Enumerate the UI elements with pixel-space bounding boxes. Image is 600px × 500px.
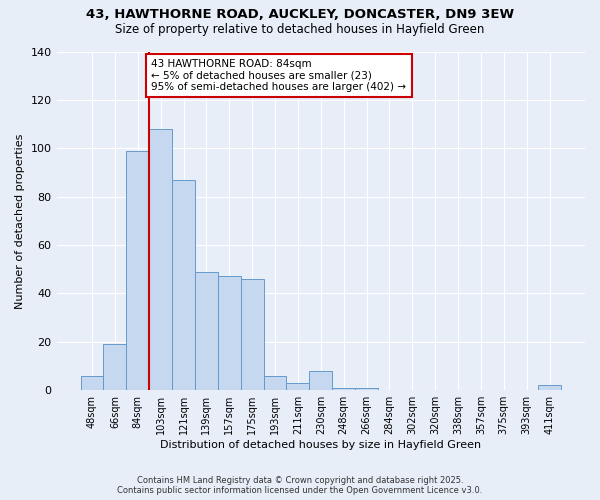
X-axis label: Distribution of detached houses by size in Hayfield Green: Distribution of detached houses by size … — [160, 440, 481, 450]
Bar — [538, 386, 561, 390]
Y-axis label: Number of detached properties: Number of detached properties — [15, 133, 25, 308]
Bar — [172, 180, 195, 390]
Bar — [310, 371, 332, 390]
Text: Contains HM Land Registry data © Crown copyright and database right 2025.
Contai: Contains HM Land Registry data © Crown c… — [118, 476, 482, 495]
Bar — [263, 376, 286, 390]
Text: 43, HAWTHORNE ROAD, AUCKLEY, DONCASTER, DN9 3EW: 43, HAWTHORNE ROAD, AUCKLEY, DONCASTER, … — [86, 8, 514, 20]
Bar — [286, 383, 310, 390]
Bar — [332, 388, 355, 390]
Bar — [149, 129, 172, 390]
Bar — [127, 150, 149, 390]
Bar — [218, 276, 241, 390]
Bar — [241, 279, 263, 390]
Bar — [195, 272, 218, 390]
Bar — [103, 344, 127, 390]
Bar — [355, 388, 378, 390]
Text: 43 HAWTHORNE ROAD: 84sqm
← 5% of detached houses are smaller (23)
95% of semi-de: 43 HAWTHORNE ROAD: 84sqm ← 5% of detache… — [151, 59, 406, 92]
Bar — [80, 376, 103, 390]
Text: Size of property relative to detached houses in Hayfield Green: Size of property relative to detached ho… — [115, 22, 485, 36]
